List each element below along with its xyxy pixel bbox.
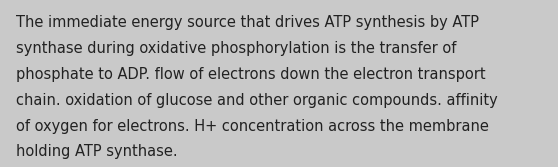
Text: The immediate energy source that drives ATP synthesis by ATP: The immediate energy source that drives … (16, 15, 479, 30)
Text: chain. oxidation of glucose and other organic compounds. affinity: chain. oxidation of glucose and other or… (16, 93, 497, 108)
Text: synthase during oxidative phosphorylation is the transfer of: synthase during oxidative phosphorylatio… (16, 41, 456, 56)
Text: holding ATP synthase.: holding ATP synthase. (16, 144, 177, 159)
Text: phosphate to ADP. flow of electrons down the electron transport: phosphate to ADP. flow of electrons down… (16, 67, 485, 82)
Text: of oxygen for electrons. H+ concentration across the membrane: of oxygen for electrons. H+ concentratio… (16, 119, 488, 134)
